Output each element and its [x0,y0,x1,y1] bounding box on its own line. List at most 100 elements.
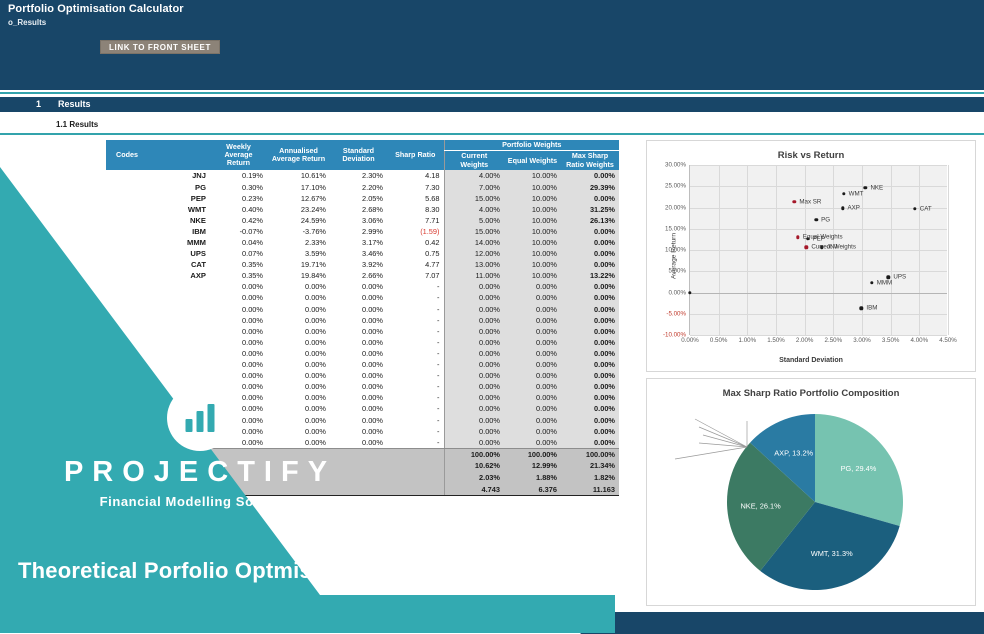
col-header-equal-weights: Equal Weights [504,150,561,171]
results-table-wrapper: Codes Weekly Average Return Annualised A… [106,140,620,497]
y-axis-tick-label: -5.00% [666,310,686,318]
grid-line-vertical [948,165,949,335]
cell-current-weight: 12.00% [443,248,504,260]
y-axis-tick-label: -10.00% [662,331,686,339]
scatter-point-label: NKE [870,184,884,192]
cell-current-weight: 0.00% [443,314,504,326]
x-axis-tick-label: 1.50% [767,337,785,344]
footer-headline: Theoretical Porfolio Optmisation [18,558,366,583]
summary-current: 10.62% [443,460,504,472]
cell-code: IBM [192,226,206,236]
cell-maxsr-weight: 0.00% [561,292,620,304]
cell-weekly-return: 0.00% [210,347,267,360]
pie-slice-label: PG, 29.4% [841,464,877,473]
col-header-max-sharp-ratio-weights: Max Sharp Ratio Weights [561,150,620,171]
scatter-chart-title: Risk vs Return [777,150,845,161]
pie-chart-title: Max Sharp Ratio Portfolio Composition [722,388,900,399]
cell-sharpe: 0.75 [387,248,444,260]
cell-code: MMM [187,238,206,248]
cell-equal-weight: 0.00% [504,414,561,426]
cell-equal-weight: 0.00% [504,292,561,304]
cell-sharpe: - [387,336,444,348]
scatter-point-label: CAT [919,205,932,213]
cell-stdev: 2.66% [330,270,387,282]
cell-stdev: 2.20% [330,181,387,193]
projectify-logo-icon [167,385,233,451]
banner-underline [0,92,984,94]
cell-maxsr-weight: 0.00% [561,325,620,337]
section-number: 1 [36,99,42,109]
cell-maxsr-weight: 0.00% [561,259,620,271]
scatter-point [792,200,797,204]
cell-code: CAT [190,260,206,270]
portfolio-composition-chart: Max Sharp Ratio Portfolio Composition PG… [646,378,976,606]
cell-weekly-return: 0.00% [210,336,267,348]
cell-sharpe: - [387,392,444,404]
scatter-point [913,207,917,211]
cell-weekly-return: 0.00% [210,292,267,304]
cell-maxsr-weight: 29.39% [561,181,620,193]
cell-annual-return: 2.33% [267,237,330,249]
pie-slice [760,502,900,591]
summary-blank-cell [387,447,444,461]
cell-sharpe: - [387,325,444,337]
scatter-point [804,245,809,250]
col-header-current-weights: Current Weights [443,150,504,171]
cell-maxsr-weight: 0.00% [561,414,620,426]
cell-annual-return: -3.76% [267,225,330,238]
cell-maxsr-weight: 31.25% [561,203,620,215]
cell-code [106,315,210,326]
cell-equal-weight: 10.00% [504,259,561,271]
cell-equal-weight: 0.00% [504,303,561,315]
x-axis-tick-label: 0.00% [681,337,699,344]
cell-maxsr-weight: 0.00% [561,381,620,393]
scatter-point [859,306,864,311]
cell-equal-weight: 0.00% [504,392,561,404]
cell-current-weight: 14.00% [443,237,504,249]
cell-current-weight: 0.00% [443,292,504,304]
cell-sharpe: 4.18 [387,170,444,182]
cell-weekly-return: 0.00% [210,381,267,393]
cell-weekly-return: 0.00% [210,325,267,337]
cell-sharpe: - [387,403,444,415]
scatter-point-label: AXP [847,204,860,212]
summary-maxsr: 100.00% [561,447,620,461]
cell-stdev: 0.00% [330,336,387,348]
table-row: 0.00% 0.00% 0.00% -0.00% 0.00% 0.00% [106,314,620,326]
cell-maxsr-weight: 0.00% [561,403,620,415]
scatter-point [863,186,868,190]
scatter-point-label: PG [821,216,831,224]
cell-annual-return: 0.00% [267,414,330,426]
cell-equal-weight: 10.00% [504,192,561,204]
cell-annual-return: 24.59% [267,214,330,226]
pie-svg: PG, 29.4% WMT, 31.3% NKE, 26.1% AXP, 13.2% [674,414,904,591]
link-to-front-sheet-button[interactable]: LINK TO FRONT SHEET [100,40,220,54]
cell-maxsr-weight: 0.00% [561,314,620,326]
cell-equal-weight: 10.00% [504,270,561,282]
cell-code: AXP [190,271,206,281]
cell-maxsr-weight: 0.00% [561,225,620,238]
cell-weekly-return: 0.00% [210,414,267,426]
table-row: UPS 0.07% 3.59% 3.46% 0.75 12.00% 10.00% 0.00% [106,248,620,260]
col-header-codes: Codes [106,140,210,171]
table-row: 0.00% 0.00% 0.00% -0.00% 0.00% 0.00% [106,347,620,360]
cell-equal-weight: 10.00% [504,237,561,249]
cell-maxsr-weight: 0.00% [561,436,620,449]
cell-weekly-return: 0.00% [210,281,267,293]
grid-line-horizontal [690,186,947,188]
x-axis-tick-label: 4.50% [939,337,957,344]
summary-blank-cell [210,471,267,484]
cell-stdev: 0.00% [330,414,387,426]
pie-slice-label: WMT, 31.3% [811,549,853,558]
cell-sharpe: 4.77 [387,259,444,271]
x-axis-tick-label: 2.00% [795,337,814,344]
summary-equal: 12.99% [504,460,561,472]
cell-current-weight: 13.00% [443,259,504,271]
pie-slice [815,414,904,527]
grid-line-horizontal [690,335,947,336]
summary-blank-cell [267,447,330,461]
summary-current: 4.743 [443,483,504,497]
cell-equal-weight: 0.00% [504,403,561,415]
y-axis-tick-label: 30.00% [665,161,686,169]
